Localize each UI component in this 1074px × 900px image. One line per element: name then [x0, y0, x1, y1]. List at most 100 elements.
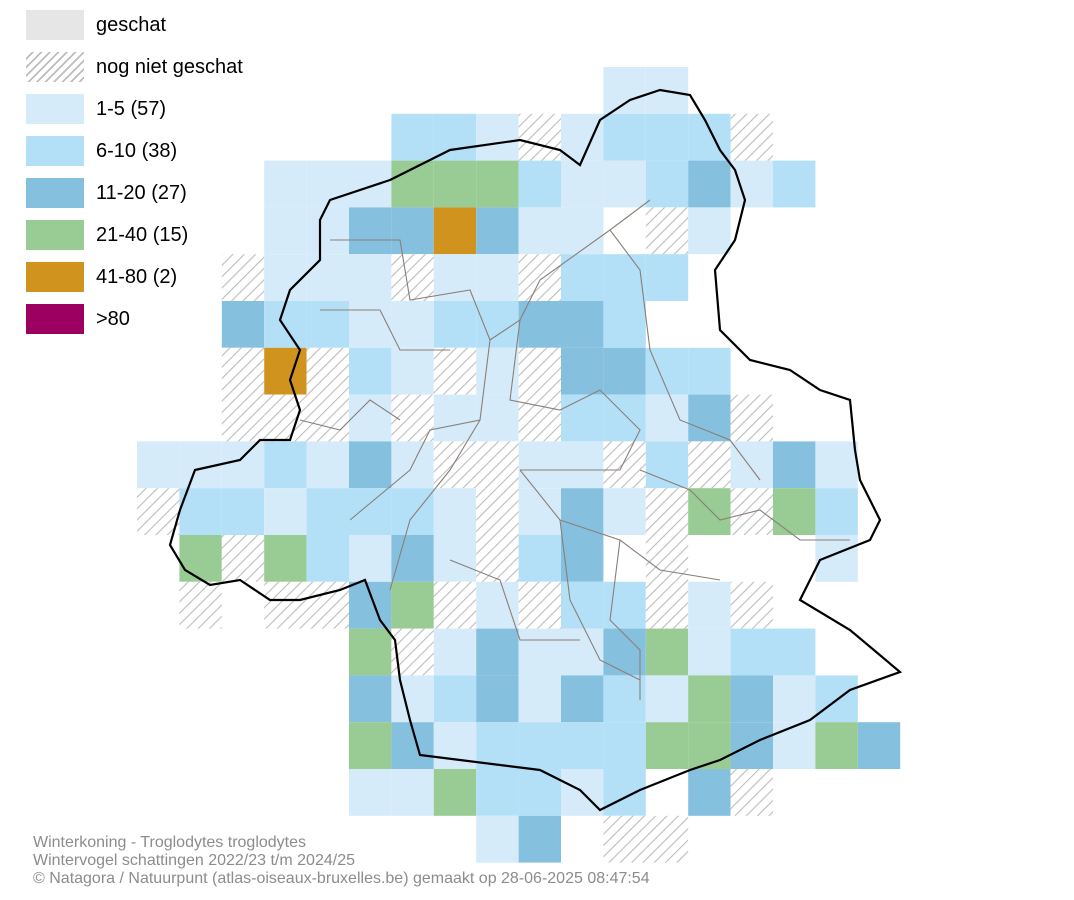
cell-not-estimated: [476, 488, 519, 535]
cell-21-40: [688, 675, 731, 723]
cell-1-5: [433, 628, 477, 676]
cell-11-20: [349, 207, 392, 255]
cell-not-estimated: [221, 254, 265, 301]
municipality-line: [519, 469, 641, 681]
legend-swatch: [26, 220, 84, 250]
cell-1-5: [306, 160, 349, 208]
cell-1-5: [264, 160, 307, 208]
cell-1-5: [433, 535, 477, 582]
cell-11-20: [349, 675, 392, 723]
cell-1-5: [264, 488, 307, 535]
cell-not-estimated: [645, 581, 689, 629]
cell-11-20: [603, 347, 646, 395]
cell-1-5: [561, 441, 604, 489]
cell-11-20: [476, 628, 519, 676]
copyright-line: © Natagora / Natuurpunt (atlas-oiseaux-b…: [33, 870, 650, 887]
legend-swatch: [26, 262, 84, 292]
municipality-line: [349, 339, 491, 521]
municipality-line: [299, 399, 401, 431]
cell-6-10: [730, 628, 773, 676]
cell-1-5: [688, 207, 731, 255]
cell-6-10: [306, 535, 349, 582]
cell-1-5: [306, 441, 349, 489]
cell-6-10: [221, 488, 265, 535]
cell-6-10: [645, 160, 689, 208]
cell-11-20: [349, 581, 392, 629]
cell-6-10: [815, 488, 858, 535]
cell-not-estimated: [645, 488, 689, 535]
municipality-line: [449, 559, 580, 641]
cell-21-40: [773, 488, 816, 535]
cell-6-10: [603, 769, 646, 816]
municipality-line: [609, 229, 761, 481]
cell-1-5: [773, 675, 816, 723]
cell-11-20: [561, 347, 604, 395]
cell-21-40: [179, 535, 222, 582]
cell-6-10: [773, 628, 816, 676]
cell-11-20: [688, 394, 731, 442]
cell-21-40: [645, 722, 689, 769]
cell-6-10: [518, 722, 561, 769]
cell-not-estimated: [264, 581, 307, 629]
cell-1-5: [221, 441, 265, 489]
cell-not-estimated: [476, 441, 519, 489]
cell-not-estimated: [306, 347, 349, 395]
cell-not-estimated: [603, 441, 646, 489]
cell-1-5: [518, 675, 561, 723]
cell-6-10: [391, 113, 434, 161]
cell-1-5: [688, 628, 731, 676]
cell-1-5: [349, 301, 392, 348]
cell-not-estimated: [306, 394, 349, 442]
cell-11-20: [391, 207, 434, 255]
period-line: Wintervogel schattingen 2022/23 t/m 2024…: [33, 852, 355, 869]
cell-11-20: [561, 488, 604, 535]
legend-label: >80: [96, 307, 130, 330]
cell-6-10: [264, 301, 307, 348]
cell-not-estimated: [179, 581, 222, 629]
cell-not-estimated: [518, 394, 561, 442]
cell-11-20: [730, 722, 773, 769]
cell-6-10: [306, 301, 349, 348]
grid-cells: [137, 67, 901, 863]
cell-6-10: [561, 581, 604, 629]
cell-21-40: [645, 628, 689, 676]
cell-6-10: [518, 160, 561, 208]
cell-11-20: [561, 675, 604, 723]
cell-6-10: [773, 160, 816, 208]
cell-6-10: [433, 675, 477, 723]
map-credits: Winterkoning - Troglodytes troglodytes W…: [33, 834, 650, 888]
cell-1-5: [518, 628, 561, 676]
cell-21-40: [433, 160, 477, 208]
cell-not-estimated: [518, 113, 561, 161]
legend-swatch: [26, 304, 84, 334]
cell-6-10: [349, 488, 392, 535]
cell-1-5: [349, 769, 392, 816]
cell-6-10: [476, 722, 519, 769]
cell-11-20: [857, 722, 901, 769]
cell-21-40: [391, 581, 434, 629]
cell-1-5: [561, 628, 604, 676]
cell-11-20: [688, 769, 731, 816]
cell-not-estimated: [645, 535, 689, 582]
legend-item-11-20: 11-20 (27): [26, 172, 243, 214]
legend-label: 1-5 (57): [96, 97, 167, 120]
cell-6-10: [603, 722, 646, 769]
cell-11-20: [688, 160, 731, 208]
cell-1-5: [730, 160, 773, 208]
cell-41-80: [433, 207, 477, 255]
municipality-line: [639, 469, 850, 541]
cell-1-5: [476, 394, 519, 442]
cell-1-5: [476, 581, 519, 629]
cell-not-estimated: [730, 581, 773, 629]
cell-6-10: [518, 535, 561, 582]
municipality-line: [609, 539, 641, 700]
cell-6-10: [561, 394, 604, 442]
cell-11-20: [730, 675, 773, 723]
cell-1-5: [306, 207, 349, 255]
cell-1-5: [603, 67, 646, 114]
cell-6-10: [518, 769, 561, 816]
cell-21-40: [476, 160, 519, 208]
cell-not-estimated: [688, 441, 731, 489]
cell-6-10: [476, 301, 519, 348]
